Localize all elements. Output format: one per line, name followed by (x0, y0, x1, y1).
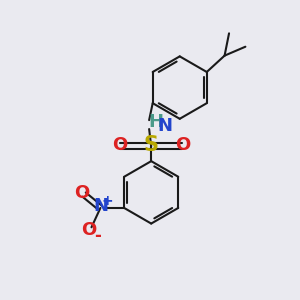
Text: N: N (93, 197, 108, 215)
Text: O: O (175, 136, 190, 154)
Text: S: S (144, 135, 159, 155)
Text: O: O (74, 184, 89, 202)
Text: -: - (94, 226, 101, 244)
Text: H: H (148, 113, 163, 131)
Text: O: O (81, 221, 96, 239)
Text: N: N (157, 117, 172, 135)
Text: O: O (112, 136, 128, 154)
Text: +: + (101, 194, 113, 208)
